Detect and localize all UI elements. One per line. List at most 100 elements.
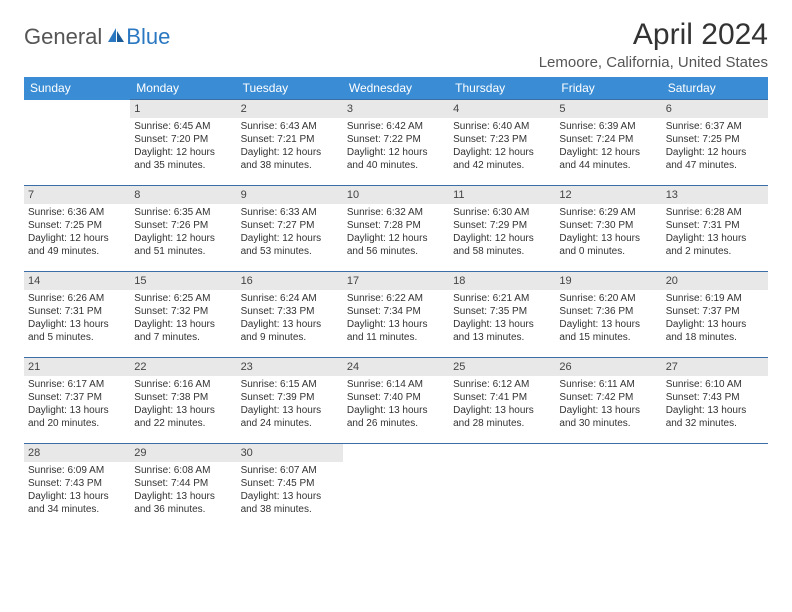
calendar-cell: 9Sunrise: 6:33 AMSunset: 7:27 PMDaylight… — [237, 186, 343, 272]
sunset-text: Sunset: 7:25 PM — [666, 133, 764, 146]
sunset-text: Sunset: 7:37 PM — [666, 305, 764, 318]
day-number: 1 — [130, 100, 236, 118]
sunset-text: Sunset: 7:22 PM — [347, 133, 445, 146]
day-number: 6 — [662, 100, 768, 118]
sunset-text: Sunset: 7:33 PM — [241, 305, 339, 318]
day-number: 24 — [343, 358, 449, 376]
calendar-cell: 13Sunrise: 6:28 AMSunset: 7:31 PMDayligh… — [662, 186, 768, 272]
daylight-text: Daylight: 12 hours — [666, 146, 764, 159]
sunset-text: Sunset: 7:30 PM — [559, 219, 657, 232]
sunrise-text: Sunrise: 6:36 AM — [28, 206, 126, 219]
sunset-text: Sunset: 7:34 PM — [347, 305, 445, 318]
day-number: 19 — [555, 272, 661, 290]
daylight-text: and 22 minutes. — [134, 417, 232, 430]
daylight-text: Daylight: 13 hours — [241, 404, 339, 417]
calendar-row: 28Sunrise: 6:09 AMSunset: 7:43 PMDayligh… — [24, 444, 768, 530]
calendar-cell: 30Sunrise: 6:07 AMSunset: 7:45 PMDayligh… — [237, 444, 343, 530]
day-number: 15 — [130, 272, 236, 290]
sunrise-text: Sunrise: 6:26 AM — [28, 292, 126, 305]
daylight-text: and 15 minutes. — [559, 331, 657, 344]
sunset-text: Sunset: 7:24 PM — [559, 133, 657, 146]
day-number: 27 — [662, 358, 768, 376]
calendar-cell — [555, 444, 661, 530]
calendar-cell: 23Sunrise: 6:15 AMSunset: 7:39 PMDayligh… — [237, 358, 343, 444]
sunrise-text: Sunrise: 6:21 AM — [453, 292, 551, 305]
sunset-text: Sunset: 7:21 PM — [241, 133, 339, 146]
calendar-cell — [343, 444, 449, 530]
daylight-text: and 35 minutes. — [134, 159, 232, 172]
day-number: 20 — [662, 272, 768, 290]
title-block: April 2024 Lemoore, California, United S… — [539, 18, 768, 71]
sunrise-text: Sunrise: 6:20 AM — [559, 292, 657, 305]
day-number: 12 — [555, 186, 661, 204]
weekday-header: Wednesday — [343, 77, 449, 100]
day-number: 28 — [24, 444, 130, 462]
calendar-cell: 22Sunrise: 6:16 AMSunset: 7:38 PMDayligh… — [130, 358, 236, 444]
daylight-text: and 30 minutes. — [559, 417, 657, 430]
weekday-header: Tuesday — [237, 77, 343, 100]
sunrise-text: Sunrise: 6:39 AM — [559, 120, 657, 133]
day-number: 10 — [343, 186, 449, 204]
daylight-text: and 7 minutes. — [134, 331, 232, 344]
sunrise-text: Sunrise: 6:35 AM — [134, 206, 232, 219]
daylight-text: and 18 minutes. — [666, 331, 764, 344]
month-title: April 2024 — [539, 18, 768, 52]
day-number: 25 — [449, 358, 555, 376]
daylight-text: and 26 minutes. — [347, 417, 445, 430]
daylight-text: Daylight: 12 hours — [559, 146, 657, 159]
daylight-text: and 56 minutes. — [347, 245, 445, 258]
daylight-text: Daylight: 13 hours — [134, 404, 232, 417]
day-number: 21 — [24, 358, 130, 376]
sunset-text: Sunset: 7:44 PM — [134, 477, 232, 490]
sunrise-text: Sunrise: 6:19 AM — [666, 292, 764, 305]
daylight-text: Daylight: 12 hours — [134, 146, 232, 159]
day-number: 30 — [237, 444, 343, 462]
calendar-cell: 15Sunrise: 6:25 AMSunset: 7:32 PMDayligh… — [130, 272, 236, 358]
calendar-cell — [24, 100, 130, 186]
calendar-cell: 7Sunrise: 6:36 AMSunset: 7:25 PMDaylight… — [24, 186, 130, 272]
sunset-text: Sunset: 7:27 PM — [241, 219, 339, 232]
daylight-text: and 51 minutes. — [134, 245, 232, 258]
weekday-header: Friday — [555, 77, 661, 100]
day-number: 23 — [237, 358, 343, 376]
sunrise-text: Sunrise: 6:29 AM — [559, 206, 657, 219]
day-number: 14 — [24, 272, 130, 290]
daylight-text: Daylight: 13 hours — [28, 404, 126, 417]
calendar-cell: 24Sunrise: 6:14 AMSunset: 7:40 PMDayligh… — [343, 358, 449, 444]
sunset-text: Sunset: 7:35 PM — [453, 305, 551, 318]
calendar-table: Sunday Monday Tuesday Wednesday Thursday… — [24, 77, 768, 530]
sunset-text: Sunset: 7:43 PM — [28, 477, 126, 490]
sunrise-text: Sunrise: 6:45 AM — [134, 120, 232, 133]
daylight-text: and 36 minutes. — [134, 503, 232, 516]
day-number: 17 — [343, 272, 449, 290]
calendar-cell — [449, 444, 555, 530]
daylight-text: and 32 minutes. — [666, 417, 764, 430]
daylight-text: and 38 minutes. — [241, 503, 339, 516]
sunset-text: Sunset: 7:45 PM — [241, 477, 339, 490]
sunrise-text: Sunrise: 6:33 AM — [241, 206, 339, 219]
daylight-text: Daylight: 13 hours — [666, 404, 764, 417]
daylight-text: and 38 minutes. — [241, 159, 339, 172]
daylight-text: and 40 minutes. — [347, 159, 445, 172]
daylight-text: Daylight: 13 hours — [559, 318, 657, 331]
sunrise-text: Sunrise: 6:25 AM — [134, 292, 232, 305]
day-number: 22 — [130, 358, 236, 376]
calendar-cell: 17Sunrise: 6:22 AMSunset: 7:34 PMDayligh… — [343, 272, 449, 358]
day-number: 5 — [555, 100, 661, 118]
sunrise-text: Sunrise: 6:28 AM — [666, 206, 764, 219]
calendar-cell: 29Sunrise: 6:08 AMSunset: 7:44 PMDayligh… — [130, 444, 236, 530]
daylight-text: and 20 minutes. — [28, 417, 126, 430]
sunset-text: Sunset: 7:26 PM — [134, 219, 232, 232]
calendar-cell: 25Sunrise: 6:12 AMSunset: 7:41 PMDayligh… — [449, 358, 555, 444]
daylight-text: Daylight: 12 hours — [453, 232, 551, 245]
sunset-text: Sunset: 7:38 PM — [134, 391, 232, 404]
calendar-cell: 14Sunrise: 6:26 AMSunset: 7:31 PMDayligh… — [24, 272, 130, 358]
daylight-text: Daylight: 12 hours — [453, 146, 551, 159]
sunrise-text: Sunrise: 6:24 AM — [241, 292, 339, 305]
day-number: 8 — [130, 186, 236, 204]
sunset-text: Sunset: 7:43 PM — [666, 391, 764, 404]
day-number: 2 — [237, 100, 343, 118]
sunrise-text: Sunrise: 6:08 AM — [134, 464, 232, 477]
daylight-text: Daylight: 13 hours — [241, 318, 339, 331]
sunrise-text: Sunrise: 6:40 AM — [453, 120, 551, 133]
